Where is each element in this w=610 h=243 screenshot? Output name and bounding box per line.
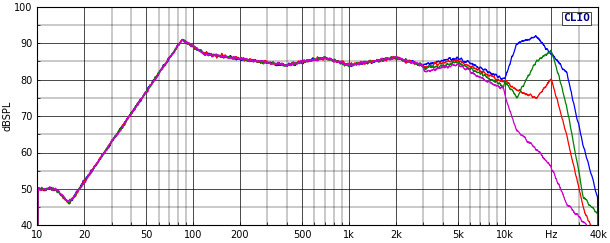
Text: CLIO: CLIO — [563, 13, 590, 23]
Y-axis label: dBSPL: dBSPL — [3, 101, 13, 131]
